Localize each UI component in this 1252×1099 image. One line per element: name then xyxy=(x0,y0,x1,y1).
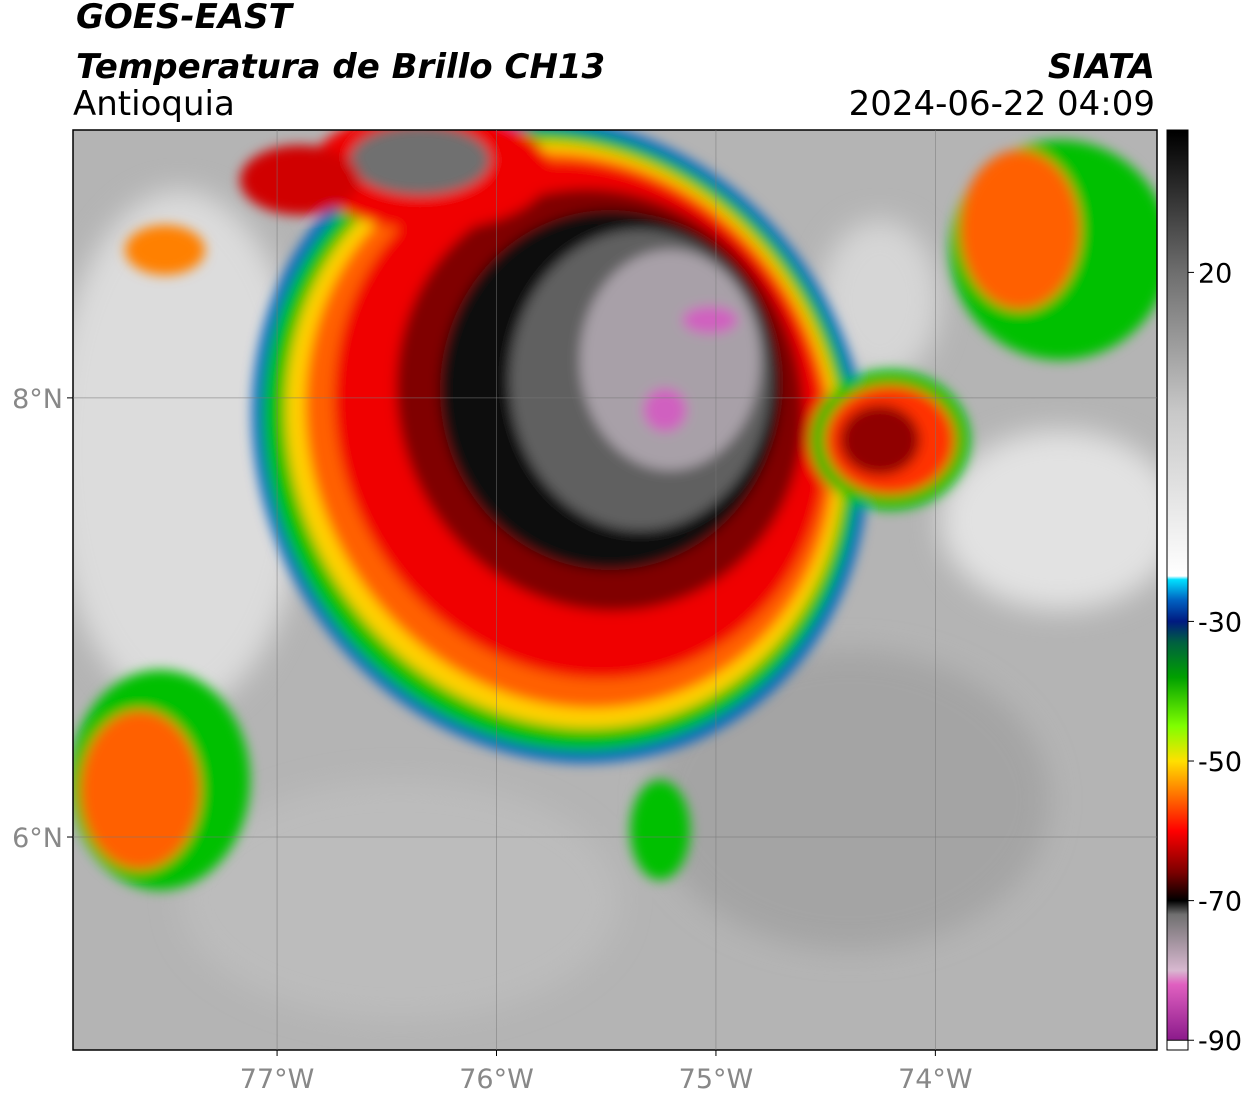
x-tick-label: 77°W xyxy=(240,1064,315,1095)
colorbar xyxy=(1166,129,1189,1051)
y-tick-label: 8°N xyxy=(12,384,63,415)
colorbar-tick-label: 20 xyxy=(1198,258,1232,289)
datetime: 2024-06-22 04:09 xyxy=(849,84,1155,124)
x-tick-label: 76°W xyxy=(459,1064,534,1095)
map-frame xyxy=(72,129,1158,1051)
colorbar-tick-label: -50 xyxy=(1198,747,1242,778)
colorbar-tick-label: -90 xyxy=(1198,1026,1242,1057)
source: SIATA xyxy=(1048,47,1155,87)
colorbar-tick-label: -70 xyxy=(1198,887,1242,918)
title: GOES-EAST xyxy=(76,0,295,37)
x-tick-label: 74°W xyxy=(898,1064,973,1095)
region: Antioquia xyxy=(73,84,235,124)
satellite-image xyxy=(73,130,1157,1050)
colorbar-under xyxy=(1166,1039,1189,1051)
subtitle: Temperatura de Brillo CH13 xyxy=(76,47,605,87)
x-tick-label: 75°W xyxy=(679,1064,754,1095)
y-tick-label: 6°N xyxy=(12,823,63,854)
colorbar-tick-label: -30 xyxy=(1198,607,1242,638)
